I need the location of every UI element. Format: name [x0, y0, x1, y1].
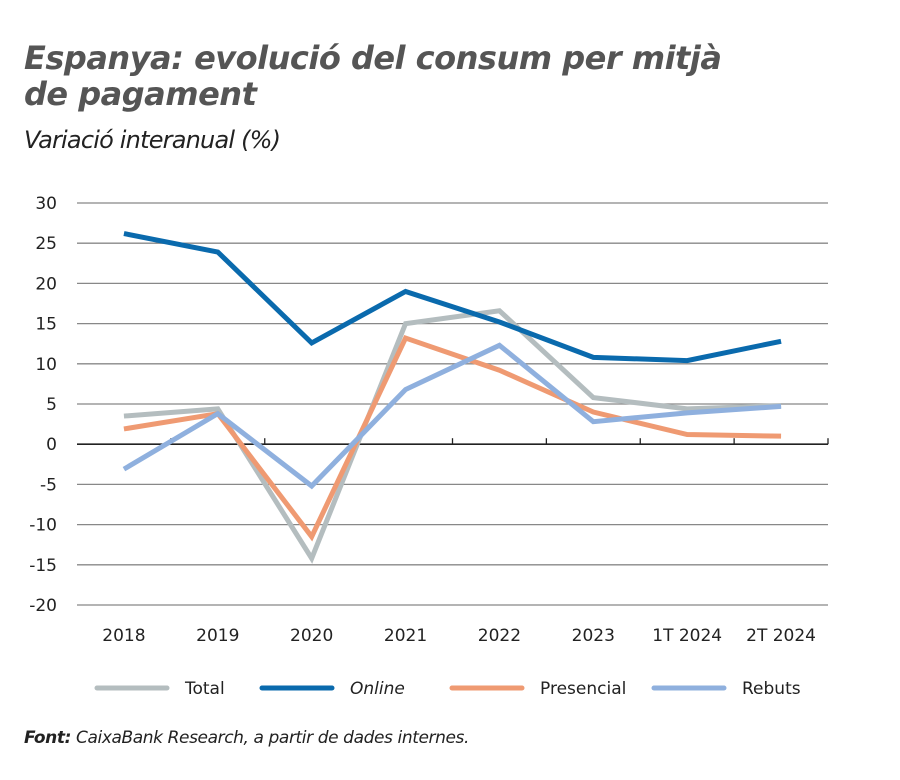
- series-line-rebuts: [122, 342, 782, 490]
- source-label: Font:: [24, 728, 71, 748]
- y-tick-label: 5: [46, 395, 57, 415]
- legend-label-rebuts: Rebuts: [742, 679, 801, 699]
- x-tick-label: 2020: [290, 626, 333, 646]
- y-tick-label: 0: [46, 435, 57, 455]
- y-tick-label: 30: [35, 194, 57, 214]
- y-tick-label: -5: [40, 475, 57, 495]
- line-chart: 30 25 20 15 10 5 0 -5 -10 -15 -20 2018 2019 2020 2021 2…: [29, 194, 829, 699]
- y-tick-label: -20: [29, 596, 57, 616]
- source-text: CaixaBank Research, a partir de dades in…: [71, 728, 469, 748]
- x-tick-label: 2T 2024: [746, 626, 816, 646]
- legend-label-presencial: Presencial: [540, 679, 626, 699]
- y-tick-label: -10: [29, 516, 57, 536]
- y-tick-label: 20: [35, 274, 57, 294]
- source-note: Font: CaixaBank Research, a partir de da…: [24, 728, 469, 748]
- x-tick-label: 2022: [478, 626, 521, 646]
- x-tick-label: 2021: [384, 626, 427, 646]
- x-tick-label: 1T 2024: [652, 626, 722, 646]
- legend-label-online: Online: [350, 679, 405, 699]
- y-tick-label: 15: [35, 315, 57, 335]
- y-tick-label: -15: [29, 556, 57, 576]
- x-tick-label: 2019: [196, 626, 239, 646]
- chart-title: Espanya: evolució del consum per mitjà d…: [24, 39, 722, 113]
- legend-label-total: Total: [184, 679, 225, 699]
- x-tick-label: 2023: [572, 626, 615, 646]
- y-tick-label: 25: [35, 234, 57, 254]
- series-line-online: [123, 231, 782, 364]
- series-line-presencial: [123, 334, 782, 542]
- x-tick-label: 2018: [102, 626, 145, 646]
- y-tick-label: 10: [35, 355, 57, 375]
- chart-subtitle: Variació interanual (%): [24, 126, 281, 154]
